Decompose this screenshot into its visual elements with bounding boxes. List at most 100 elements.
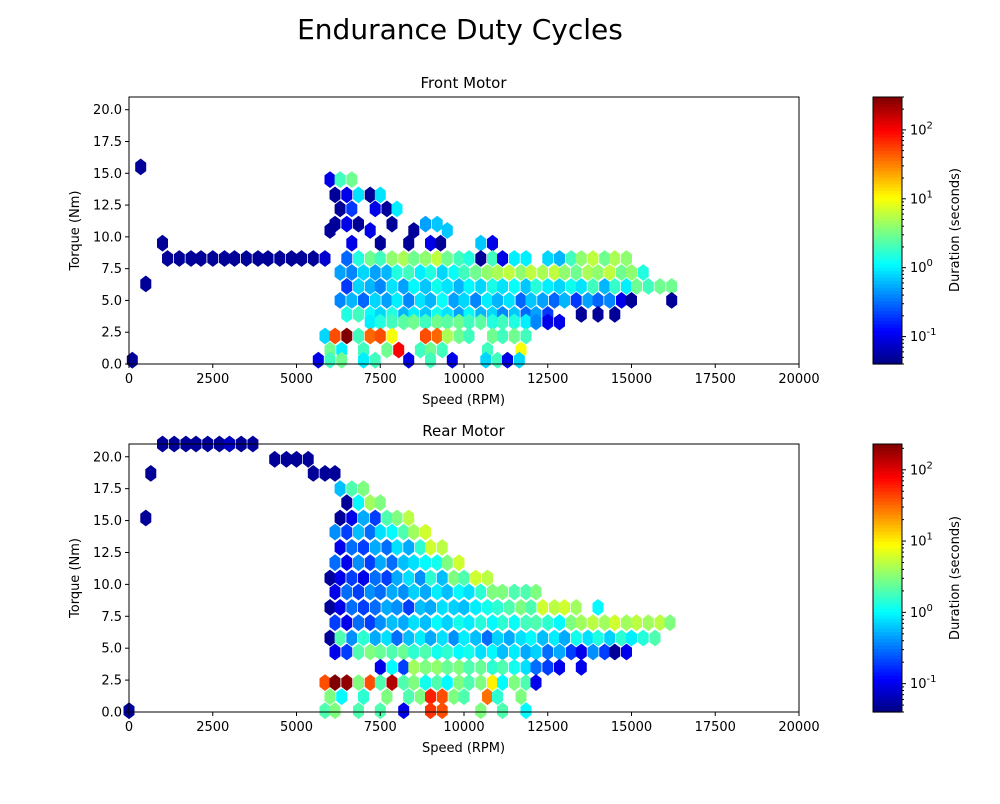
hexbin xyxy=(334,171,346,188)
hexbin xyxy=(475,702,487,720)
hexbin xyxy=(229,250,240,267)
hexbin xyxy=(414,629,426,647)
hexbin xyxy=(219,250,230,267)
hexbin xyxy=(575,658,587,676)
x-tick-label: 20000 xyxy=(778,720,819,735)
colorbar-segment xyxy=(873,534,902,539)
hexbin xyxy=(334,200,346,218)
hexbin xyxy=(381,292,393,309)
hexbin xyxy=(654,278,666,295)
colorbar-segment xyxy=(873,688,902,693)
hexbin xyxy=(487,643,498,661)
hexbin xyxy=(364,186,376,204)
colorbar-segment xyxy=(873,97,902,101)
colorbar-frame xyxy=(872,96,903,365)
figure-title: Endurance Duty Cycles xyxy=(297,13,623,46)
hexbin xyxy=(508,313,520,331)
hexbin xyxy=(554,643,565,661)
hexbin xyxy=(592,264,604,281)
hexbin xyxy=(369,509,381,527)
colorbar-segment xyxy=(873,173,902,178)
colorbar-segment xyxy=(873,210,902,215)
hexbin xyxy=(369,629,381,647)
hexbin xyxy=(508,643,520,661)
hexbin xyxy=(408,614,420,632)
colorbar-segment xyxy=(873,253,902,258)
colorbar-segment xyxy=(873,611,902,616)
hexbin xyxy=(549,629,560,647)
hexbin xyxy=(386,614,398,632)
hexbin xyxy=(537,599,549,616)
hexbin xyxy=(525,599,537,616)
x-tick-label: 7500 xyxy=(364,372,397,387)
colorbar-segment xyxy=(873,521,902,525)
hexbin xyxy=(403,509,415,527)
hexbin xyxy=(448,629,460,647)
hexbin xyxy=(508,658,520,676)
hexbin xyxy=(324,569,336,587)
hexbin xyxy=(575,278,587,295)
colorbar-segment xyxy=(873,618,902,623)
colorbar-segment xyxy=(873,137,902,141)
hexbin xyxy=(458,264,470,281)
hexbin xyxy=(269,450,281,468)
colorbar-segment xyxy=(873,608,902,613)
hexbin xyxy=(503,292,515,309)
hexbin xyxy=(482,264,493,281)
colorbar-tick-label: 101 xyxy=(910,532,933,550)
hexbin xyxy=(463,583,475,601)
hexbin xyxy=(358,292,369,309)
rear-motor-colorbar-label: Duration (seconds) xyxy=(948,516,963,640)
colorbar-segment xyxy=(873,317,902,322)
hexbin xyxy=(537,264,549,281)
hexbin xyxy=(554,250,565,267)
hexbin xyxy=(502,351,513,369)
colorbar-segment xyxy=(873,588,902,592)
hexbin xyxy=(441,327,453,345)
hexbin xyxy=(453,658,465,676)
colorbar-segment xyxy=(873,330,902,335)
hexbin xyxy=(487,234,498,252)
hexbin xyxy=(414,341,426,359)
colorbar-segment xyxy=(873,658,902,663)
x-tick-label: 5000 xyxy=(280,372,313,387)
hexbin xyxy=(353,186,364,204)
hexbin xyxy=(492,688,503,706)
colorbar-segment xyxy=(873,130,902,135)
y-tick-label: 12.5 xyxy=(93,546,122,561)
hexbin xyxy=(341,674,353,691)
colorbar-segment xyxy=(873,691,902,696)
hexbin xyxy=(515,599,527,616)
colorbar-segment xyxy=(873,517,902,522)
hexbin xyxy=(353,614,364,632)
hexbin xyxy=(570,599,582,616)
hexbin xyxy=(369,569,381,587)
colorbar-segment xyxy=(873,150,902,155)
colorbar-segment xyxy=(873,133,902,138)
colorbar-segment xyxy=(873,457,902,462)
hexbin xyxy=(393,341,405,359)
hexbin xyxy=(374,186,386,204)
hexbin xyxy=(381,599,393,616)
colorbar-segment xyxy=(873,350,902,355)
colorbar-segment xyxy=(873,454,902,458)
hexbin xyxy=(240,250,252,267)
hexbin xyxy=(374,250,386,267)
colorbar-segment xyxy=(873,685,902,690)
hexbin xyxy=(520,583,532,601)
hexbin xyxy=(386,250,398,267)
rear-motor-y-label: Torque (Nm) xyxy=(68,538,83,619)
hexbin xyxy=(408,278,420,295)
hexbin xyxy=(334,292,346,309)
hexbin xyxy=(592,599,604,616)
hexbin xyxy=(374,658,386,676)
hexbin xyxy=(346,234,358,252)
hexbin xyxy=(358,599,369,616)
hexbin xyxy=(391,509,403,527)
colorbar-segment xyxy=(873,695,902,700)
hexbin xyxy=(609,614,621,632)
hexbin xyxy=(408,222,420,239)
x-tick-label: 12500 xyxy=(527,372,568,387)
hexbin xyxy=(291,450,302,468)
hexbin xyxy=(575,643,587,661)
